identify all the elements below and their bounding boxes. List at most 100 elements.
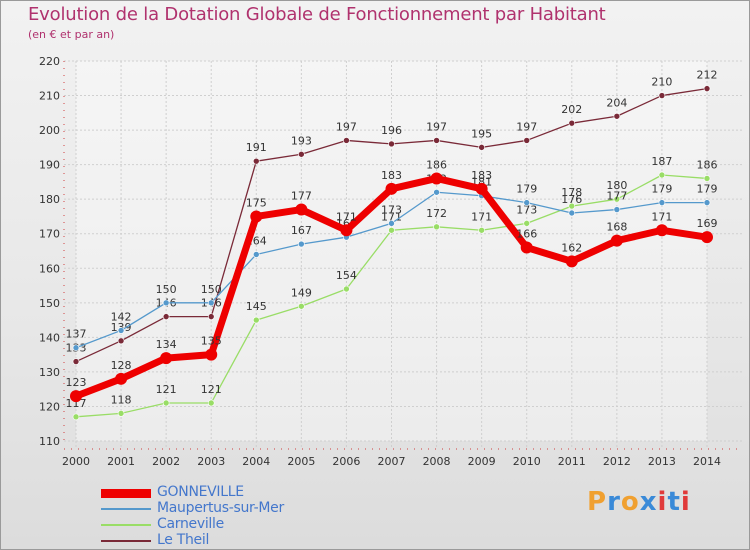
data-label: 134 xyxy=(156,338,177,351)
data-label: 180 xyxy=(606,179,627,192)
data-label: 154 xyxy=(336,269,357,282)
data-point xyxy=(72,344,80,352)
x-tick-label: 2004 xyxy=(242,455,270,468)
data-label: 179 xyxy=(651,183,672,196)
data-point xyxy=(658,92,666,99)
data-point xyxy=(207,399,215,407)
data-point xyxy=(658,199,666,206)
data-label: 171 xyxy=(651,210,672,223)
data-label: 162 xyxy=(561,241,582,254)
x-tick-label: 2001 xyxy=(107,455,135,468)
data-label: 186 xyxy=(697,158,718,171)
x-tick-label: 2012 xyxy=(603,455,631,468)
data-label: 195 xyxy=(471,127,492,140)
data-label: 167 xyxy=(291,224,312,237)
data-point xyxy=(523,220,531,227)
logo-letter: t xyxy=(667,487,681,517)
data-label: 166 xyxy=(516,228,537,241)
data-label: 212 xyxy=(697,69,718,82)
data-label: 187 xyxy=(651,155,672,168)
data-label: 149 xyxy=(291,286,312,299)
x-tick-label: 2003 xyxy=(197,455,225,468)
data-label: 135 xyxy=(201,335,222,348)
data-label: 145 xyxy=(246,300,267,313)
y-tick-label: 170 xyxy=(39,228,60,241)
y-tick-label: 110 xyxy=(39,435,60,448)
x-tick-label: 2005 xyxy=(287,455,315,468)
legend-label-gonneville: GONNEVILLE xyxy=(157,484,244,500)
proxiti-logo: Proxiti xyxy=(587,487,691,517)
x-tick-label: 2008 xyxy=(423,455,451,468)
x-tick-label: 2010 xyxy=(513,455,541,468)
data-point xyxy=(568,202,576,210)
data-point xyxy=(252,251,260,258)
data-label: 197 xyxy=(336,120,357,133)
data-label: 178 xyxy=(561,186,582,199)
logo-letter: o xyxy=(620,487,640,517)
y-tick-label: 210 xyxy=(39,90,60,103)
logo-letter: r xyxy=(607,487,621,517)
series-le-theil: 1331391461461911931971961971951972022042… xyxy=(66,69,718,365)
y-tick-label: 200 xyxy=(39,124,60,137)
data-point xyxy=(115,372,128,385)
logo-letter: i xyxy=(657,487,668,517)
data-point xyxy=(207,299,215,307)
data-point xyxy=(160,352,173,365)
legend-swatch-gonneville xyxy=(101,489,151,498)
data-point xyxy=(478,144,485,151)
data-point xyxy=(520,241,533,254)
data-point xyxy=(162,299,170,307)
data-point xyxy=(568,209,576,217)
data-point xyxy=(475,182,488,195)
series-maupertus-sur-mer: 1371421501501641671691731821811791761771… xyxy=(66,172,718,352)
data-point xyxy=(388,226,395,234)
data-label: 169 xyxy=(697,217,718,230)
y-tick-label: 150 xyxy=(39,297,60,310)
data-point xyxy=(565,255,578,268)
data-point xyxy=(703,85,711,92)
data-label: 168 xyxy=(606,221,627,234)
y-tick-label: 130 xyxy=(39,366,60,379)
data-label: 150 xyxy=(201,283,222,296)
data-point xyxy=(613,206,621,213)
series-gonneville: 123 128 134 135 175 177 171 183 186 183 166 162 168 1… xyxy=(66,158,718,403)
data-point xyxy=(523,137,531,144)
data-point xyxy=(72,358,80,365)
data-point xyxy=(205,348,218,361)
data-point xyxy=(343,137,350,144)
data-label: 121 xyxy=(156,383,177,396)
chart-title: Evolution de la Dotation Globale de Fonc… xyxy=(28,4,606,25)
data-point xyxy=(385,182,398,195)
data-label: 183 xyxy=(381,169,402,182)
data-label: 202 xyxy=(561,103,582,116)
x-tick-label: 2009 xyxy=(468,455,496,468)
data-point xyxy=(252,316,260,324)
data-label: 150 xyxy=(156,283,177,296)
y-tick-label: 160 xyxy=(39,262,60,275)
data-point xyxy=(658,171,666,179)
data-label: 172 xyxy=(426,207,447,220)
data-point xyxy=(298,150,305,158)
data-point xyxy=(433,137,440,144)
data-point xyxy=(252,157,260,165)
x-tick-label: 2013 xyxy=(648,455,676,468)
data-point xyxy=(568,119,576,127)
x-tick-label: 2014 xyxy=(693,455,721,468)
chart-subtitle: (en € et par an) xyxy=(28,28,115,41)
data-label: 196 xyxy=(381,124,402,137)
data-point xyxy=(295,203,308,216)
data-point xyxy=(703,175,711,182)
data-point xyxy=(72,413,80,421)
data-point xyxy=(250,210,263,223)
data-label: 128 xyxy=(111,359,132,372)
data-point xyxy=(117,327,125,334)
logo-letter: P xyxy=(587,487,608,517)
data-label: 177 xyxy=(606,190,627,203)
data-label: 171 xyxy=(471,210,492,223)
data-label: 121 xyxy=(201,383,222,396)
y-tick-label: 180 xyxy=(39,193,60,206)
data-point xyxy=(117,337,125,345)
data-point xyxy=(433,188,440,196)
data-label: 179 xyxy=(516,183,537,196)
